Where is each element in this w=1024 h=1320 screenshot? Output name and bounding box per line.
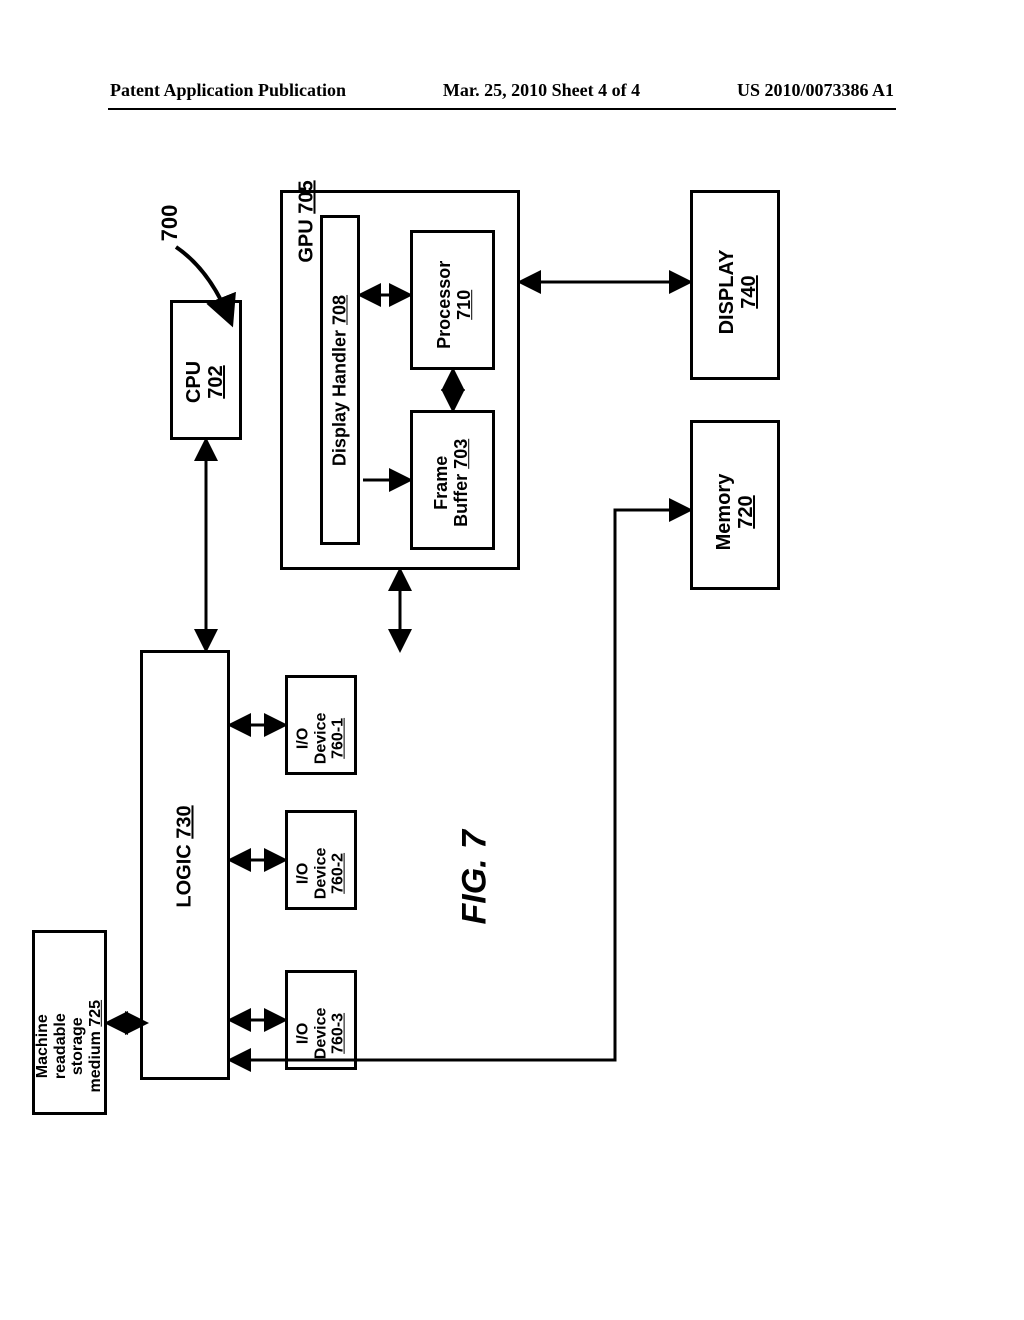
header-rule [108, 108, 896, 110]
header-center: Mar. 25, 2010 Sheet 4 of 4 [443, 80, 640, 101]
header-right: US 2010/0073386 A1 [737, 80, 894, 101]
header-left: Patent Application Publication [110, 80, 346, 101]
storage-label: Machine readable storage medium 725 [34, 989, 104, 1103]
connectors [170, 190, 870, 1130]
page-header: Patent Application Publication Mar. 25, … [110, 80, 894, 101]
diagram: 700 GPU 705 Display Handler 708 Processo… [170, 190, 870, 1090]
